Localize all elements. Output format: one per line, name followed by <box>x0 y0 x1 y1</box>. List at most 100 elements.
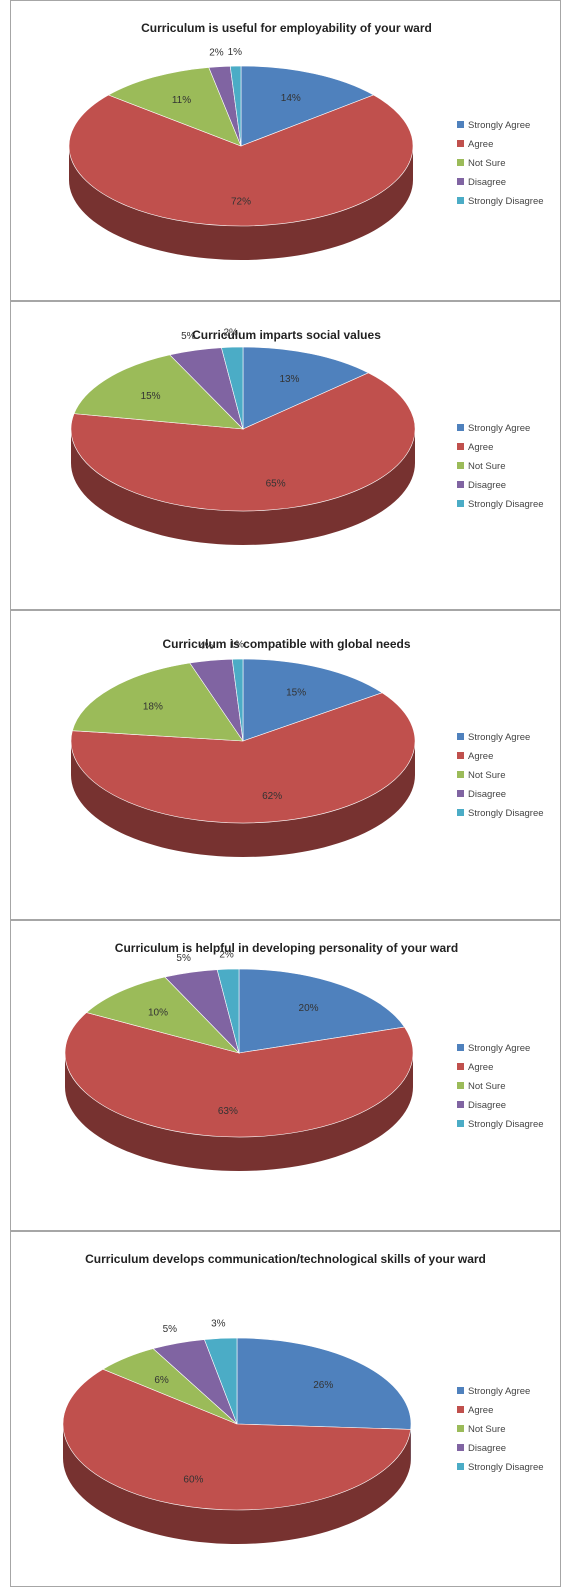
slice-label-agree: 63% <box>218 1106 238 1117</box>
legend-item: Strongly Agree <box>457 116 544 135</box>
legend-item: Agree <box>457 1058 544 1077</box>
legend-label: Strongly Disagree <box>468 1119 544 1130</box>
legend-label: Strongly Disagree <box>468 808 544 819</box>
legend-swatch <box>457 197 464 204</box>
legend-label: Not Sure <box>468 461 506 472</box>
legend-swatch <box>457 1425 464 1432</box>
legend-swatch <box>457 481 464 488</box>
slice-label-disagree: 5% <box>163 1324 178 1335</box>
legend-label: Agree <box>468 1062 493 1073</box>
legend-swatch <box>457 1101 464 1108</box>
legend-label: Agree <box>468 1405 493 1416</box>
legend-item: Agree <box>457 135 544 154</box>
slice-label-agree: 60% <box>183 1474 203 1485</box>
legend-swatch <box>457 1120 464 1127</box>
legend-label: Not Sure <box>468 770 506 781</box>
legend-label: Disagree <box>468 1100 506 1111</box>
slice-label-strongly-disagree: 3% <box>211 1318 226 1329</box>
legend-swatch <box>457 424 464 431</box>
legend-label: Agree <box>468 751 493 762</box>
slice-label-strongly-disagree: 1% <box>230 640 245 651</box>
slice-label-disagree: 5% <box>181 331 196 342</box>
legend-item: Strongly Disagree <box>457 192 544 211</box>
chart-legend: Strongly Agree Agree Not Sure Disagree Stron… <box>457 1039 544 1134</box>
legend-swatch <box>457 733 464 740</box>
legend-label: Strongly Agree <box>468 732 530 743</box>
legend-swatch <box>457 1044 464 1051</box>
legend-item: Not Sure <box>457 1420 544 1439</box>
legend-swatch <box>457 771 464 778</box>
slice-label-strongly-disagree: 2% <box>219 949 234 960</box>
legend-label: Disagree <box>468 480 506 491</box>
slice-label-agree: 72% <box>231 196 251 207</box>
slice-label-disagree: 2% <box>209 48 224 59</box>
legend-label: Strongly Agree <box>468 120 530 131</box>
chart-panel-4: Curriculum is helpful in developing pers… <box>10 920 561 1231</box>
legend-swatch <box>457 1406 464 1413</box>
chart-panel-5: Curriculum develops communication/techno… <box>10 1231 561 1587</box>
slice-label-strongly-agree: 26% <box>313 1380 333 1391</box>
legend-label: Strongly Disagree <box>468 1462 544 1473</box>
legend-label: Strongly Disagree <box>468 196 544 207</box>
legend-item: Disagree <box>457 476 544 495</box>
slice-label-disagree: 4% <box>199 641 214 652</box>
legend-swatch <box>457 140 464 147</box>
slice-label-agree: 65% <box>266 479 286 490</box>
slice-label-strongly-agree: 20% <box>299 1003 319 1014</box>
legend-swatch <box>457 159 464 166</box>
legend-item: Agree <box>457 1401 544 1420</box>
legend-item: Strongly Agree <box>457 1382 544 1401</box>
legend-swatch <box>457 1063 464 1070</box>
slice-label-strongly-disagree: 2% <box>223 328 238 339</box>
legend-swatch <box>457 1463 464 1470</box>
legend-item: Strongly Disagree <box>457 1115 544 1134</box>
legend-swatch <box>457 443 464 450</box>
legend-item: Strongly Agree <box>457 1039 544 1058</box>
legend-item: Strongly Agree <box>457 728 544 747</box>
legend-label: Strongly Agree <box>468 423 530 434</box>
chart-legend: Strongly Agree Agree Not Sure Disagree Stron… <box>457 728 544 823</box>
legend-item: Strongly Disagree <box>457 1458 544 1477</box>
slice-label-disagree: 5% <box>176 953 191 964</box>
legend-label: Strongly Agree <box>468 1386 530 1397</box>
legend-swatch <box>457 809 464 816</box>
slice-label-agree: 62% <box>262 791 282 802</box>
slice-label-strongly-agree: 15% <box>286 687 306 698</box>
legend-swatch <box>457 1082 464 1089</box>
chart-legend: Strongly Agree Agree Not Sure Disagree Stron… <box>457 1382 544 1477</box>
legend-label: Strongly Disagree <box>468 499 544 510</box>
legend-label: Not Sure <box>468 1424 506 1435</box>
legend-swatch <box>457 121 464 128</box>
legend-swatch <box>457 1444 464 1451</box>
slice-label-not-sure: 6% <box>154 1375 169 1386</box>
slice-label-not-sure: 15% <box>141 391 161 402</box>
legend-swatch <box>457 1387 464 1394</box>
legend-item: Strongly Disagree <box>457 804 544 823</box>
chart-legend: Strongly Agree Agree Not Sure Disagree Stron… <box>457 116 544 211</box>
legend-item: Disagree <box>457 785 544 804</box>
slice-label-strongly-disagree: 1% <box>228 47 243 58</box>
legend-item: Agree <box>457 438 544 457</box>
slice-label-strongly-agree: 14% <box>281 93 301 104</box>
legend-item: Not Sure <box>457 457 544 476</box>
chart-panel-1: Curriculum is useful for employability o… <box>10 0 561 301</box>
legend-label: Not Sure <box>468 158 506 169</box>
slice-label-strongly-agree: 13% <box>279 374 299 385</box>
legend-swatch <box>457 500 464 507</box>
legend-item: Not Sure <box>457 1077 544 1096</box>
slice-label-not-sure: 10% <box>148 1007 168 1018</box>
legend-item: Not Sure <box>457 154 544 173</box>
legend-swatch <box>457 752 464 759</box>
legend-item: Disagree <box>457 1096 544 1115</box>
legend-swatch <box>457 462 464 469</box>
legend-label: Disagree <box>468 177 506 188</box>
legend-label: Agree <box>468 139 493 150</box>
legend-label: Agree <box>468 442 493 453</box>
legend-label: Disagree <box>468 789 506 800</box>
chart-panel-3: Curriculum is compatible with global nee… <box>10 610 561 920</box>
legend-item: Disagree <box>457 173 544 192</box>
chart-legend: Strongly Agree Agree Not Sure Disagree Stron… <box>457 419 544 514</box>
legend-label: Not Sure <box>468 1081 506 1092</box>
legend-label: Disagree <box>468 1443 506 1454</box>
